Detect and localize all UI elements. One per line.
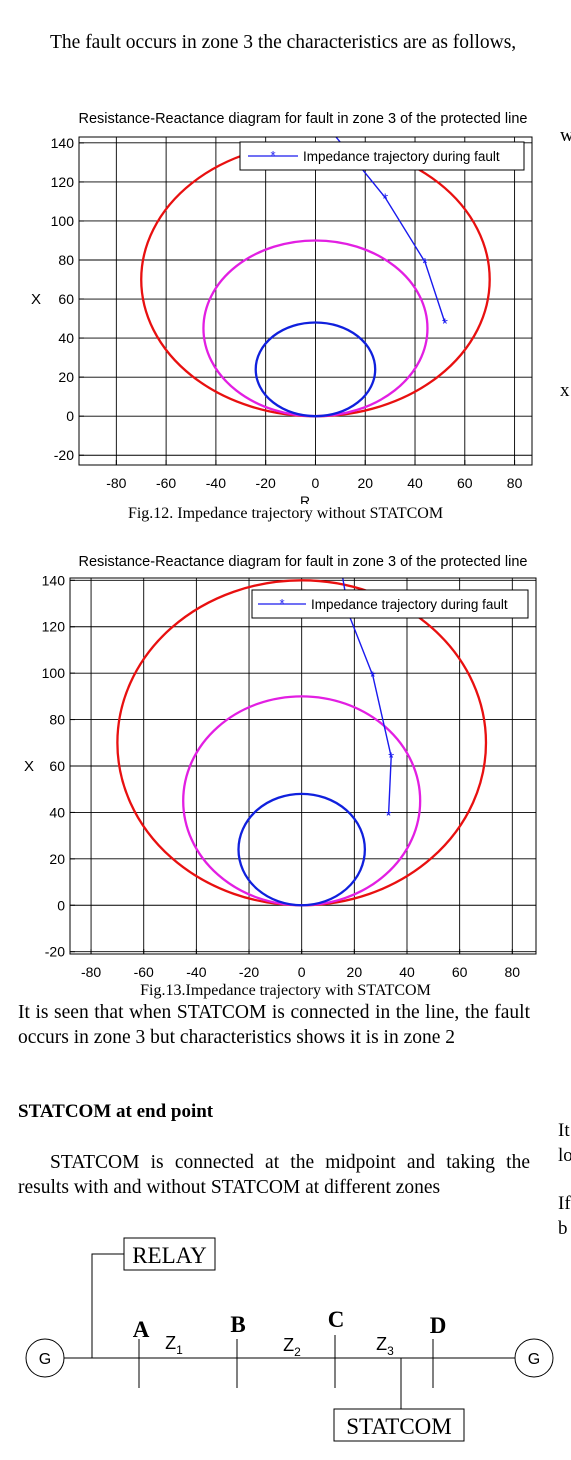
bus-d-label: D — [430, 1313, 447, 1338]
zone-1-label: Z1 — [165, 1333, 183, 1357]
right-column-fragment: b — [558, 1218, 568, 1239]
chart-legend: * Impedance trajectory during fault — [251, 589, 529, 619]
right-column-fragment: If — [558, 1193, 571, 1214]
intro-paragraph: The fault occurs in zone 3 the character… — [50, 32, 517, 53]
y-tick-label: 0 — [57, 897, 65, 913]
chart-legend: * Impedance trajectory during fault — [239, 141, 525, 171]
legend-star-marker: * — [270, 148, 275, 163]
x-tick-label: -40 — [186, 964, 206, 980]
trajectory-star-marker: * — [370, 668, 376, 685]
y-tick-label: 20 — [58, 369, 74, 385]
x-tick-label: -20 — [256, 475, 276, 491]
zone-3-label: Z3 — [376, 1334, 394, 1358]
y-tick-label: -20 — [45, 944, 65, 960]
generator-left-label: G — [39, 1351, 51, 1368]
chart-title: Resistance-Reactance diagram for fault i… — [79, 111, 528, 127]
bus-c-label: C — [328, 1307, 345, 1332]
relay-statcom-schematic: RELAY G G A B C D Z1 Z2 Z3 STATCOM — [25, 1237, 554, 1442]
x-tick-label: 20 — [357, 475, 373, 491]
relay-label: RELAY — [132, 1243, 207, 1268]
right-column-fragment: x — [560, 380, 570, 401]
zone-2-label: Z2 — [283, 1335, 301, 1359]
y-tick-label: 140 — [51, 135, 75, 151]
trajectory-star-marker: * — [422, 255, 428, 272]
zone1-characteristic-circle — [237, 792, 367, 907]
statcom-label: STATCOM — [346, 1414, 452, 1439]
trajectory-star-marker: * — [386, 808, 392, 825]
x-tick-label: 0 — [298, 964, 306, 980]
relay-box — [123, 1237, 216, 1271]
statcom-box — [333, 1408, 465, 1442]
x-axis-label: R — [300, 493, 310, 504]
x-tick-label: 40 — [399, 964, 415, 980]
x-tick-label: -60 — [156, 475, 176, 491]
y-tick-label: 100 — [42, 665, 66, 681]
y-tick-label: 120 — [42, 619, 66, 635]
x-tick-label: 80 — [505, 964, 521, 980]
zone1-characteristic-circle — [254, 321, 377, 418]
y-tick-label: 120 — [51, 174, 75, 190]
section-paragraph: STATCOM is connected at the midpoint and… — [18, 1152, 530, 1198]
y-tick-label: 60 — [49, 758, 65, 774]
legend-star-marker: * — [279, 596, 284, 611]
legend-label: Impedance trajectory during fault — [311, 597, 508, 612]
trajectory-star-marker: * — [382, 191, 388, 208]
y-tick-label: -20 — [54, 447, 74, 463]
chart-title: Resistance-Reactance diagram for fault i… — [79, 554, 528, 570]
x-tick-label: -80 — [81, 964, 101, 980]
generator-right-label: G — [528, 1351, 540, 1368]
figure12-caption: Fig.12. Impedance trajectory without STA… — [127, 505, 444, 522]
y-tick-label: 0 — [66, 408, 74, 424]
x-tick-label: 0 — [312, 475, 320, 491]
y-tick-label: 20 — [49, 851, 65, 867]
x-tick-label: -40 — [206, 475, 226, 491]
relay-connection-line — [91, 1253, 124, 1358]
right-column-fragment: It — [558, 1120, 570, 1141]
x-tick-label: 40 — [407, 475, 423, 491]
observation-paragraph: It is seen that when STATCOM is connecte… — [18, 1002, 530, 1048]
bus-a-label: A — [133, 1317, 150, 1342]
impedance-chart-without-statcom: Resistance-Reactance diagram for fault i… — [31, 111, 533, 504]
figure13-caption: Fig.13.Impedance trajectory with STATCOM — [140, 982, 431, 999]
legend-label: Impedance trajectory during fault — [303, 149, 500, 164]
y-tick-label: 80 — [58, 252, 74, 268]
x-tick-label: 60 — [457, 475, 473, 491]
y-tick-label: 140 — [42, 572, 66, 588]
x-tick-label: -60 — [134, 964, 154, 980]
right-column-fragment: lo — [558, 1145, 571, 1166]
y-axis-label: X — [24, 758, 34, 775]
right-column-fragment: w — [560, 125, 571, 146]
y-tick-label: 100 — [51, 213, 75, 229]
trajectory-star-marker: * — [388, 750, 394, 767]
y-axis-label: X — [31, 291, 41, 308]
impedance-chart-with-statcom: Resistance-Reactance diagram for fault i… — [24, 554, 537, 980]
x-tick-label: -80 — [106, 475, 126, 491]
trajectory-star-marker: * — [442, 315, 448, 332]
plot-frame — [78, 136, 533, 466]
bus-b-label: B — [230, 1312, 245, 1337]
y-tick-label: 40 — [49, 804, 65, 820]
x-tick-label: -20 — [239, 964, 259, 980]
y-tick-label: 40 — [58, 330, 74, 346]
y-tick-label: 60 — [58, 291, 74, 307]
x-tick-label: 20 — [347, 964, 363, 980]
trajectory-star-marker: * — [488, 566, 494, 583]
x-tick-label: 80 — [507, 475, 523, 491]
y-tick-label: 80 — [49, 712, 65, 728]
x-tick-label: 60 — [452, 964, 468, 980]
section-heading: STATCOM at end point — [18, 1101, 214, 1122]
